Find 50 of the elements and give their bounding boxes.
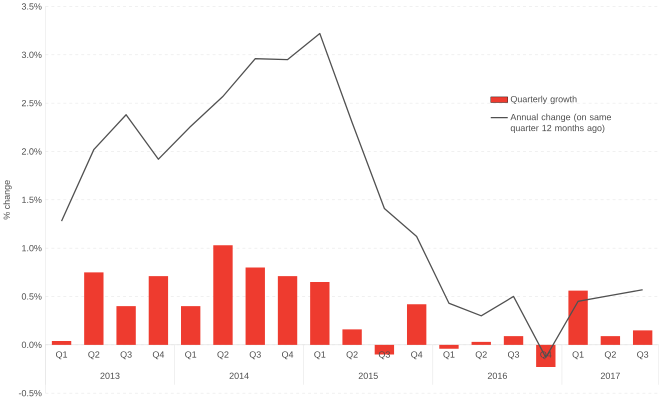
- y-tick-label: 2.0%: [22, 148, 42, 155]
- x-tick-label: Q1: [572, 352, 584, 360]
- x-tick-label: Q2: [476, 352, 487, 360]
- annotation: 2016: [488, 372, 507, 380]
- x-tick-label: Q2: [346, 352, 358, 360]
- y-tick-label: -0.5%: [18, 390, 42, 397]
- bar: [84, 272, 104, 345]
- x-tick-label: Q4: [411, 352, 422, 360]
- y-tick-label: 0.5%: [22, 293, 42, 300]
- bar: [148, 276, 168, 345]
- x-tick-label: Q2: [88, 352, 100, 360]
- x-tick-label: Q3: [637, 352, 648, 360]
- x-tick-label: Q2: [217, 352, 228, 360]
- legend-label: Quarterly growth: [510, 96, 576, 104]
- bar: [632, 330, 652, 345]
- y-tick-label: 1.0%: [22, 245, 42, 252]
- legend-label: Annual change (on same quarter 12 months ago): [510, 114, 612, 134]
- x-tick-label: Q3: [508, 352, 520, 360]
- annotation: 2015: [358, 372, 378, 380]
- bar: [310, 282, 330, 345]
- x-tick-label: Q4: [152, 352, 164, 360]
- x-tick-label: Q2: [604, 352, 616, 360]
- annotation: 2014: [230, 372, 249, 380]
- x-tick-label: Q4: [282, 352, 294, 360]
- y-tick-label: 3.0%: [22, 52, 42, 58]
- y-tick-label: 0.0%: [22, 342, 42, 348]
- bar: [568, 290, 588, 345]
- bar: [181, 306, 200, 345]
- x-tick-label: Q1: [185, 352, 196, 360]
- bar: [213, 245, 233, 345]
- x-tick-label: Q3: [250, 352, 261, 360]
- bar: [600, 336, 620, 345]
- y-tick-label: 3.5%: [22, 3, 42, 10]
- y-tick-label: 1.5%: [22, 196, 42, 204]
- annotation: 2017: [600, 372, 620, 380]
- bar: [246, 268, 265, 345]
- bar: [116, 306, 136, 345]
- bar: [406, 304, 426, 345]
- x-tick-label: Q1: [56, 352, 68, 360]
- x-tick-label: Q3: [120, 352, 132, 360]
- bar: [472, 342, 491, 345]
- bar: [504, 336, 524, 345]
- bar: [342, 330, 362, 345]
- y-axis-title: % change: [3, 180, 12, 220]
- bar: [278, 276, 298, 345]
- x-tick-label: Q1: [314, 352, 326, 360]
- y-tick-label: 2.5%: [22, 100, 42, 106]
- x-tick-label: Q1: [443, 352, 454, 360]
- bar: [52, 341, 72, 345]
- annotation: 2013: [100, 372, 120, 380]
